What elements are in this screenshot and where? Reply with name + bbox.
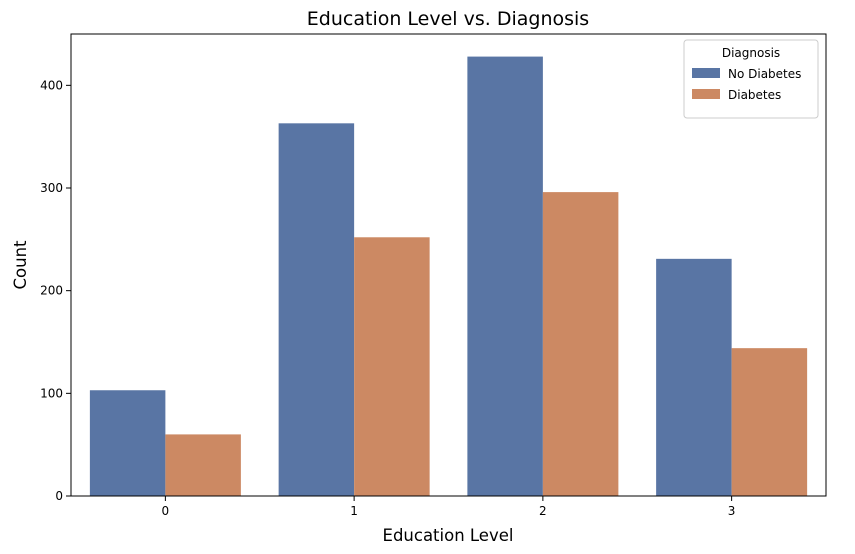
legend-swatch-no-diabetes [692, 68, 720, 78]
legend-title: Diagnosis [722, 46, 780, 60]
plot-area: 0 100 200 300 400 0 1 2 3 [40, 33, 827, 518]
y-axis-label: Count [11, 240, 30, 290]
x-tick-label: 3 [728, 504, 736, 518]
x-tick-label: 1 [350, 504, 358, 518]
legend-label-no-diabetes: No Diabetes [728, 67, 801, 81]
bar-diabetes-1 [354, 237, 430, 496]
bar-no-diabetes-3 [656, 258, 732, 496]
bar-diabetes-3 [731, 348, 808, 496]
legend-swatch-diabetes [692, 89, 720, 99]
bar-no-diabetes-0 [89, 390, 166, 496]
bar-diabetes-2 [542, 192, 619, 497]
legend-label-diabetes: Diabetes [728, 88, 781, 102]
y-tick-label: 200 [40, 284, 63, 298]
y-tick-label: 400 [40, 78, 63, 92]
x-tick-label: 0 [162, 504, 170, 518]
y-tick-label: 0 [55, 489, 63, 503]
plot-frame [70, 33, 827, 497]
legend: Diagnosis No Diabetes Diabetes [683, 39, 819, 119]
y-tick-label: 100 [40, 386, 63, 400]
chart-title: Education Level vs. Diagnosis [307, 8, 589, 30]
x-axis-label: Education Level [383, 526, 514, 545]
x-tick-label: 2 [539, 504, 547, 518]
bar-no-diabetes-2 [467, 56, 543, 497]
bar-diabetes-0 [165, 434, 241, 496]
y-tick-label: 300 [40, 181, 63, 195]
bar-no-diabetes-1 [278, 123, 355, 496]
